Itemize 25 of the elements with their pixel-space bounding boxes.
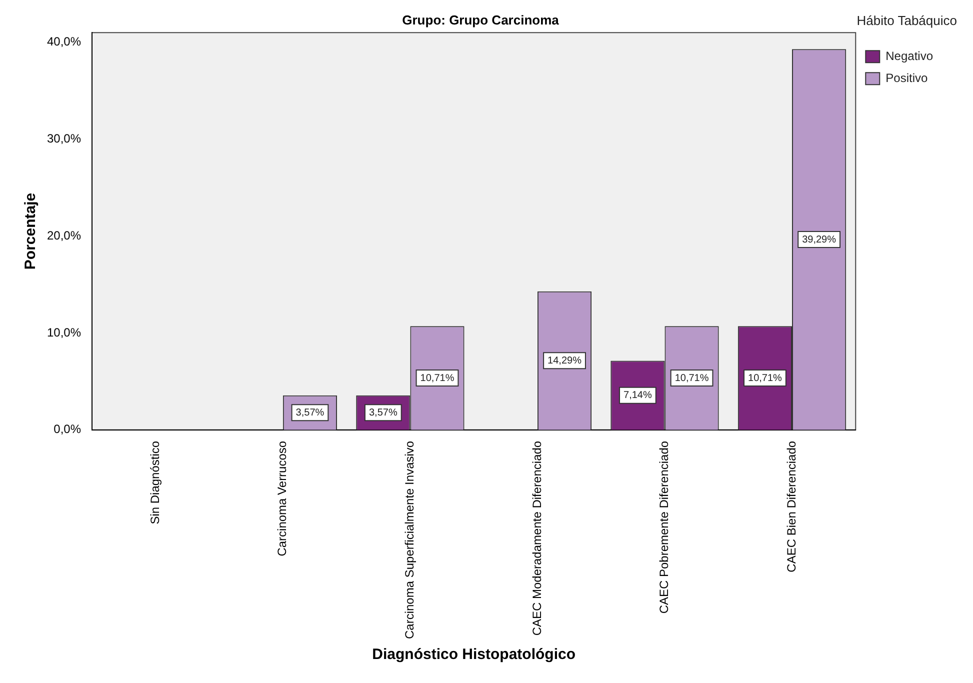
data-label: 10,71% [674, 372, 709, 384]
y-tick-label: 40,0% [46, 34, 82, 49]
y-tick-label: 10,0% [46, 325, 82, 340]
y-tick-label: 0,0% [54, 422, 82, 436]
y-tick-label: 20,0% [46, 228, 82, 242]
y-tick-label: 30,0% [46, 132, 82, 146]
legend-title: Hábito Tabáquico [856, 13, 957, 28]
data-label: 10,71% [748, 372, 782, 384]
x-tick-label: Carcinoma Superficialmente Invasivo [402, 440, 417, 640]
data-label: 39,29% [802, 234, 836, 246]
chart-title: Grupo: Grupo Carcinoma [402, 12, 560, 28]
data-label: 14,29% [548, 355, 582, 366]
data-label: 3,57% [296, 407, 324, 418]
x-tick-label: Carcinoma Verrucoso [275, 440, 290, 556]
y-axis-title: Porcentaje [22, 192, 40, 270]
x-tick-label: CAEC Moderadamente Diferenciado [530, 440, 544, 636]
data-label: 7,14% [624, 390, 652, 402]
x-axis-title: Diagnóstico Histopatológico [372, 646, 576, 664]
data-label: 3,57% [368, 407, 398, 418]
x-tick-label: CAEC Pobremente Diferenciado [657, 440, 672, 614]
x-tick-label: CAEC Bien Diferenciado [784, 440, 798, 572]
x-tick-label: Sin Diagnóstico [148, 440, 162, 524]
data-label: 10,71% [420, 372, 454, 384]
legend-label: Negativo [886, 48, 934, 63]
legend-label: Positivo [886, 70, 928, 85]
